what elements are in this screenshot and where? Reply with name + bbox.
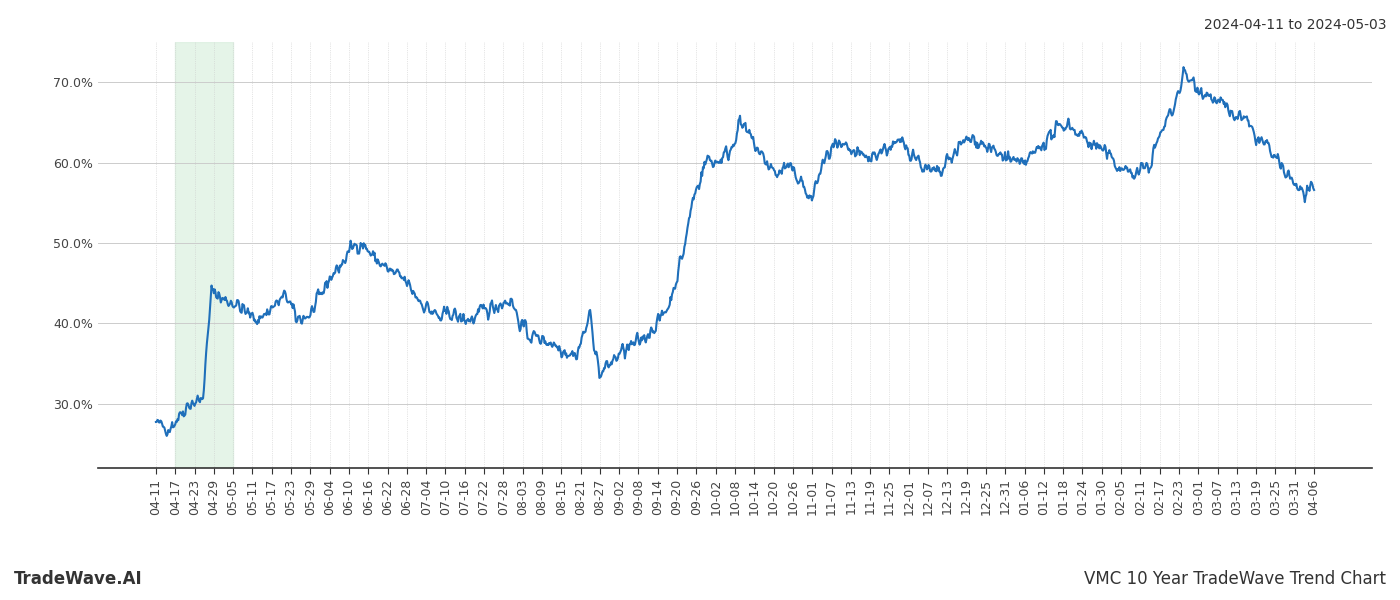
Bar <box>175 42 234 468</box>
Text: 2024-04-11 to 2024-05-03: 2024-04-11 to 2024-05-03 <box>1204 18 1386 32</box>
Text: TradeWave.AI: TradeWave.AI <box>14 570 143 588</box>
Text: VMC 10 Year TradeWave Trend Chart: VMC 10 Year TradeWave Trend Chart <box>1084 570 1386 588</box>
